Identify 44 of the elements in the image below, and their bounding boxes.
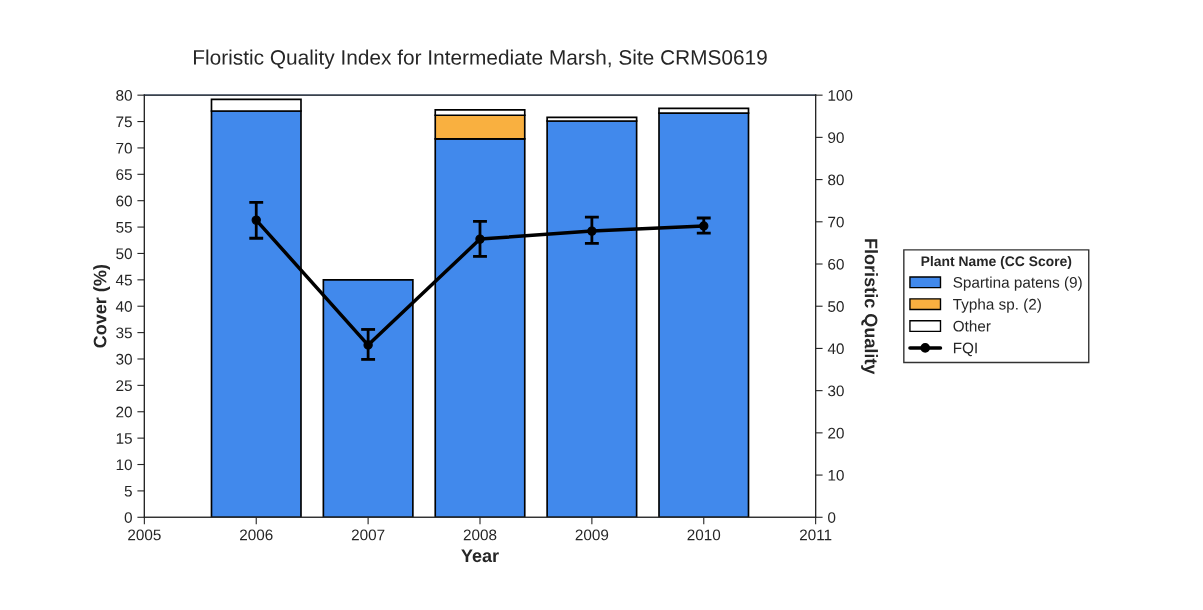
y-tick-label: 35: [116, 327, 132, 339]
y2-tick-label: 80: [828, 174, 844, 186]
y-tick-label: 75: [116, 116, 132, 128]
y-axis-title: Cover (%): [93, 264, 111, 348]
y-tick-label: 40: [115, 301, 132, 312]
chart-title: Floristic Quality Index for Intermediate Marsh, Site CRMS0619: [194, 49, 767, 69]
y2-tick-label: 100: [828, 90, 853, 101]
y2-tick-label: 60: [828, 258, 844, 270]
legend-label: Spartina patens (9): [953, 276, 1082, 291]
x-tick-label: 2010: [687, 529, 721, 541]
y2-tick-label: 0: [828, 512, 836, 523]
y-tick-label: 0: [124, 512, 132, 523]
y-tick-label: 55: [116, 222, 132, 233]
x-tick-label: 2007: [351, 529, 385, 541]
y2-tick-label: 30: [828, 385, 844, 397]
legend-title: Plant Name (CC Score): [921, 255, 1072, 269]
y-tick-label: 30: [116, 353, 132, 365]
y2-tick-label: 10: [828, 469, 844, 481]
legend-label: Other: [953, 320, 991, 332]
y-tick-label: 45: [115, 274, 132, 286]
y-tick-label: 15: [116, 433, 132, 444]
y2-tick-label: 90: [828, 132, 844, 144]
y-tick-label: 60: [116, 195, 132, 207]
y-tick-label: 50: [116, 248, 132, 260]
x-tick-label: 2008: [463, 529, 497, 541]
x-tick-label: 2011: [799, 529, 832, 541]
legend-label: FQI: [953, 342, 977, 357]
y2-tick-label: 50: [828, 301, 844, 312]
legend-label: Typha sp. (2): [953, 298, 1041, 313]
x-tick-label: 2006: [240, 529, 273, 541]
y2-axis-title: Floristic Quality: [861, 239, 878, 375]
y-tick-label: 70: [116, 142, 132, 154]
y2-tick-label: 70: [828, 216, 844, 228]
y-tick-label: 5: [124, 485, 132, 497]
x-axis-title: Year: [461, 549, 499, 563]
y2-tick-label: 40: [827, 343, 844, 355]
x-tick-label: 2005: [128, 529, 161, 541]
x-tick-label: 2009: [575, 529, 609, 541]
y-tick-label: 80: [116, 90, 132, 101]
y2-tick-label: 20: [828, 427, 844, 439]
y-tick-label: 65: [116, 169, 132, 180]
y-tick-label: 25: [116, 380, 132, 392]
y-tick-label: 20: [116, 406, 132, 418]
y-tick-label: 10: [116, 459, 132, 471]
